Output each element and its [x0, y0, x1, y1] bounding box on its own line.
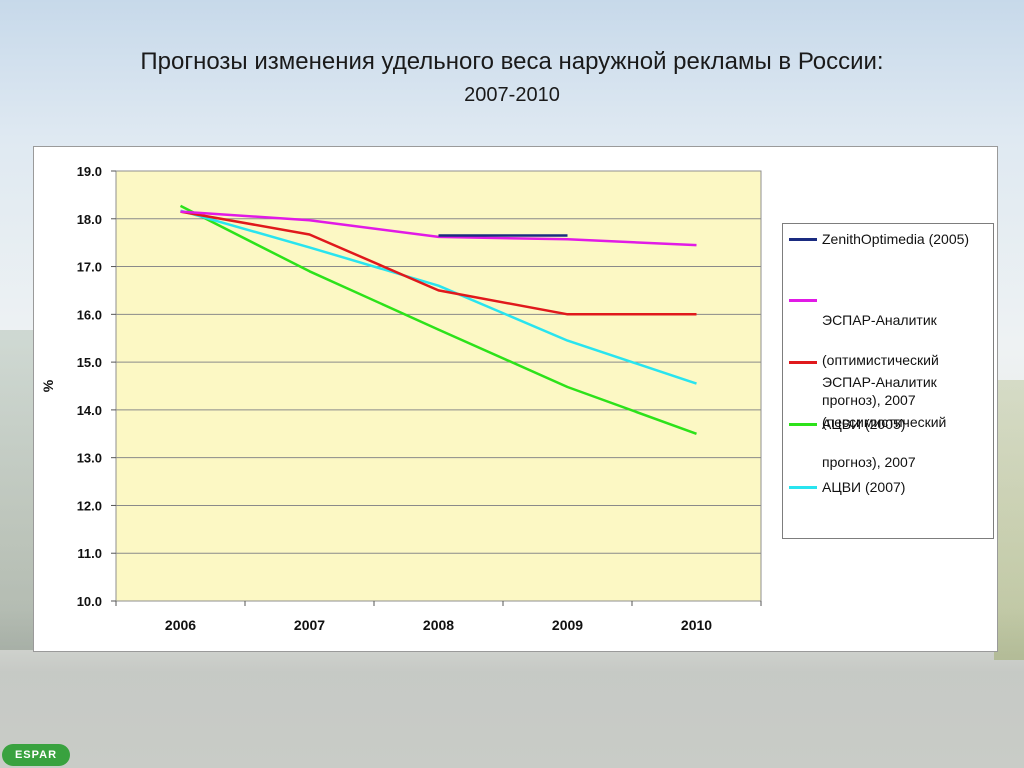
legend-swatch-zenith — [789, 238, 817, 241]
background-grass-right — [994, 380, 1024, 660]
legend-label-zenith: ZenithOptimedia (2005) — [822, 231, 970, 247]
legend-swatch-atsvi-2005 — [789, 423, 817, 426]
x-tick-label: 2007 — [294, 617, 325, 633]
series-line-3 — [179, 204, 697, 435]
y-tick-label: 12.0 — [77, 498, 102, 513]
slide-subtitle: 2007-2010 — [464, 84, 560, 106]
legend-label-atsvi-2005: АЦВИ (2005) — [822, 416, 906, 432]
x-tick-label: 2010 — [681, 617, 712, 633]
x-tick-label: 2006 — [165, 617, 196, 633]
y-tick-label: 13.0 — [77, 451, 102, 466]
y-tick-label: 19.0 — [77, 164, 102, 179]
y-tick-label: 15.0 — [77, 355, 102, 370]
x-axis-ticks: 2006 2007 2008 2009 2010 — [115, 601, 762, 633]
legend-label-espar-optimistic-line1: ЭСПАР-Аналитик — [822, 312, 937, 328]
legend-swatch-espar-optimistic — [789, 299, 817, 302]
espar-logo: ESPAR — [2, 744, 70, 766]
y-axis-ticks: 10.0 11.0 12.0 13.0 14.0 15.0 16.0 17.0 18.0 19.0 — [77, 164, 116, 609]
x-tick-label: 2008 — [423, 617, 454, 633]
y-axis-label: % — [40, 379, 56, 392]
legend-label-espar-optimistic-line3: прогноз), 2007 — [822, 392, 916, 408]
series-line-2 — [180, 210, 697, 316]
series-line-4 — [180, 209, 697, 385]
legend-label-espar-pessimistic-line3: прогноз), 2007 — [822, 454, 916, 470]
legend-label-atsvi-2007: АЦВИ (2007) — [822, 479, 906, 495]
legend-label-espar-pessimistic-line1: ЭСПАР-Аналитик — [822, 374, 937, 390]
legend-label-espar-optimistic-line2: (оптимистический — [822, 352, 939, 368]
legend-swatch-espar-pessimistic — [789, 361, 817, 364]
series-line-1 — [180, 210, 697, 247]
series-group — [179, 204, 697, 435]
y-tick-label: 18.0 — [77, 212, 102, 227]
chart-legend: ZenithOptimedia (2005) ЭСПАР-Аналитик (о… — [782, 223, 994, 539]
legend-label-espar-pessimistic-line2: (пессимистический — [822, 414, 947, 430]
y-tick-label: 11.0 — [77, 546, 102, 561]
x-tick-label: 2009 — [552, 617, 583, 633]
legend-swatch-atsvi-2007 — [789, 486, 817, 489]
slide-title: Прогнозы изменения удельного веса наружн… — [140, 48, 884, 75]
y-tick-label: 17.0 — [77, 260, 102, 275]
y-tick-label: 14.0 — [77, 403, 102, 418]
y-tick-label: 10.0 — [77, 594, 102, 609]
y-tick-label: 16.0 — [77, 307, 102, 322]
